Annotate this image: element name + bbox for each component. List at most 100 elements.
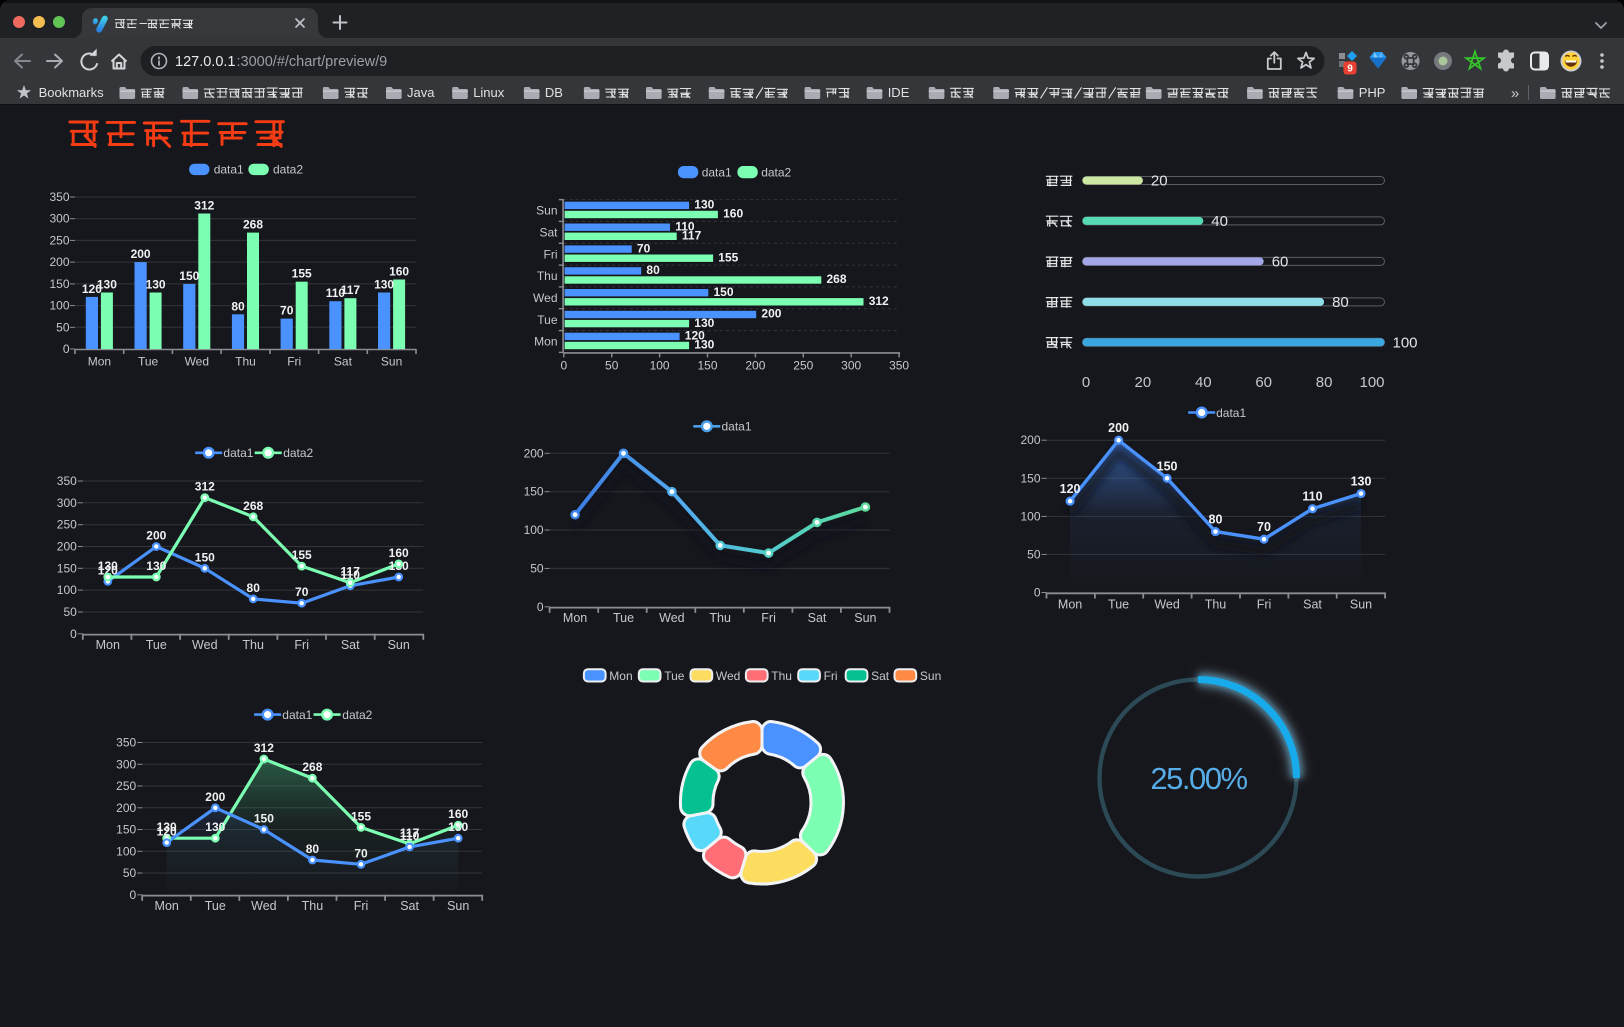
svg-text:350: 350	[116, 736, 136, 750]
svg-text:data2: data2	[273, 163, 303, 177]
svg-text:155: 155	[292, 548, 312, 562]
svg-text:150: 150	[49, 277, 69, 291]
svg-text:Sun: Sun	[536, 204, 557, 218]
svg-text:110: 110	[1302, 490, 1322, 504]
svg-text:Sat: Sat	[539, 226, 558, 240]
svg-text:155: 155	[292, 267, 312, 281]
svg-text:0: 0	[63, 342, 70, 356]
svg-text:150: 150	[524, 485, 544, 499]
svg-text:Tue: Tue	[205, 899, 226, 913]
svg-text:250: 250	[793, 359, 813, 373]
svg-text:150: 150	[195, 550, 215, 564]
svg-text:Tue: Tue	[138, 355, 159, 369]
svg-text:100: 100	[1393, 334, 1418, 351]
svg-text:130: 130	[694, 316, 714, 330]
svg-text:0: 0	[130, 888, 137, 902]
svg-text:130: 130	[694, 338, 714, 352]
svg-text:80: 80	[247, 581, 261, 595]
svg-text:130: 130	[98, 559, 118, 573]
svg-text:data1: data1	[282, 708, 312, 722]
svg-text:Mon: Mon	[534, 335, 557, 349]
svg-text:200: 200	[49, 255, 69, 269]
svg-text:50: 50	[605, 359, 619, 373]
svg-text:Java: Java	[407, 85, 435, 100]
svg-text:120: 120	[82, 282, 102, 296]
svg-text:Mon: Mon	[1058, 598, 1082, 612]
svg-text:Thu: Thu	[242, 638, 264, 652]
svg-text:Tue: Tue	[664, 669, 685, 683]
svg-text:200: 200	[1108, 421, 1129, 435]
svg-text:Sat: Sat	[341, 638, 360, 652]
svg-text:Sun: Sun	[1350, 598, 1372, 612]
svg-text:120: 120	[157, 825, 177, 839]
svg-text:Sat: Sat	[808, 611, 827, 625]
svg-text:160: 160	[389, 265, 409, 279]
svg-text:Sat: Sat	[1303, 598, 1322, 612]
svg-text:350: 350	[49, 190, 69, 204]
svg-text:50: 50	[1027, 547, 1041, 561]
svg-text:250: 250	[49, 233, 69, 247]
svg-text:40: 40	[1211, 213, 1228, 230]
svg-text:130: 130	[205, 820, 225, 834]
svg-text:100: 100	[1020, 509, 1040, 523]
svg-text:300: 300	[49, 212, 69, 226]
svg-text:50: 50	[56, 320, 70, 334]
svg-text:100: 100	[1359, 374, 1384, 391]
svg-text:300: 300	[57, 496, 77, 510]
svg-text:155: 155	[351, 809, 371, 823]
svg-text:data1: data1	[223, 446, 253, 460]
svg-text:127.0.0.1: 127.0.0.1	[175, 54, 235, 70]
svg-text:Fri: Fri	[824, 669, 838, 683]
svg-text:PHP: PHP	[1359, 85, 1386, 100]
svg-text:117: 117	[341, 565, 361, 579]
svg-text:Sun: Sun	[920, 669, 941, 683]
svg-text:200: 200	[205, 790, 225, 804]
svg-text:Bookmarks: Bookmarks	[39, 85, 105, 100]
svg-text:data1: data1	[1216, 406, 1246, 420]
svg-text:130: 130	[157, 820, 177, 834]
svg-text:120: 120	[98, 563, 118, 577]
svg-text:25.00%: 25.00%	[1150, 761, 1247, 796]
svg-text:150: 150	[57, 561, 77, 575]
svg-text:250: 250	[57, 518, 77, 532]
svg-text:Linux: Linux	[473, 85, 505, 100]
svg-text:160: 160	[389, 546, 409, 560]
svg-text:Thu: Thu	[302, 899, 324, 913]
svg-text:Wed: Wed	[659, 611, 685, 625]
svg-text:data1: data1	[722, 420, 752, 434]
svg-text:Thu: Thu	[771, 669, 792, 683]
svg-text:Fri: Fri	[294, 638, 309, 652]
svg-text:200: 200	[116, 801, 136, 815]
svg-text:70: 70	[1257, 520, 1271, 534]
svg-text:130: 130	[374, 278, 394, 292]
svg-text:130: 130	[146, 278, 166, 292]
svg-text:0: 0	[560, 359, 567, 373]
svg-text:100: 100	[650, 359, 670, 373]
svg-text:Sun: Sun	[447, 899, 469, 913]
svg-text:DB: DB	[545, 85, 563, 100]
svg-text:250: 250	[116, 779, 136, 793]
svg-text:268: 268	[243, 499, 263, 513]
svg-text:80: 80	[231, 299, 245, 313]
svg-text:Fri: Fri	[1257, 598, 1272, 612]
svg-text:Sat: Sat	[871, 669, 890, 683]
svg-text:Fri: Fri	[287, 355, 301, 369]
svg-text:data1: data1	[702, 165, 732, 179]
svg-text:70: 70	[280, 304, 294, 318]
svg-text:130: 130	[97, 278, 117, 292]
svg-text:160: 160	[448, 807, 468, 821]
svg-text:100: 100	[116, 844, 136, 858]
svg-text:data2: data2	[283, 446, 313, 460]
svg-text:80: 80	[1209, 513, 1223, 527]
svg-text:Wed: Wed	[716, 669, 740, 683]
svg-text:Thu: Thu	[709, 611, 731, 625]
svg-text:0: 0	[1034, 586, 1041, 600]
svg-text:268: 268	[302, 760, 322, 774]
svg-text:80: 80	[1316, 374, 1333, 391]
svg-text:60: 60	[1272, 253, 1289, 270]
svg-text:150: 150	[697, 359, 717, 373]
svg-text:Sun: Sun	[381, 355, 402, 369]
svg-text:data2: data2	[761, 165, 791, 179]
svg-text:110: 110	[326, 286, 346, 300]
svg-text:150: 150	[179, 269, 199, 283]
